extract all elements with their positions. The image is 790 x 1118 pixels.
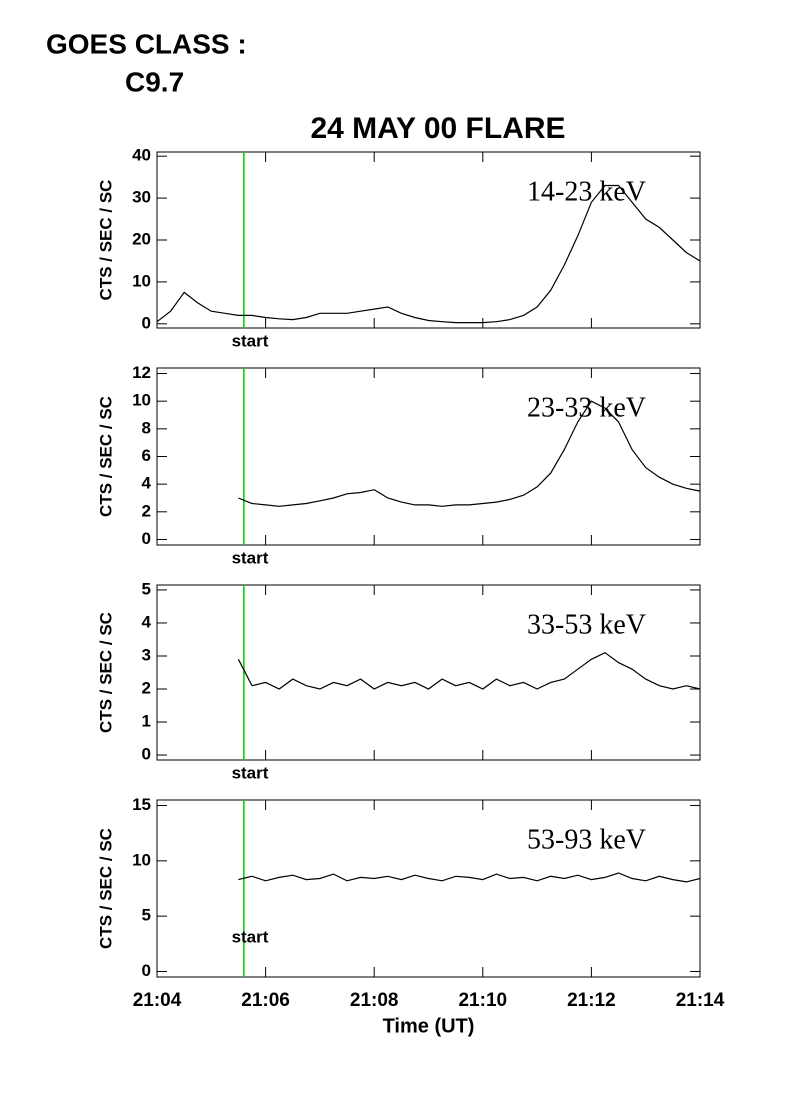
- y-tick-label: 2: [142, 501, 151, 520]
- x-tick-label: 21:12: [567, 990, 616, 1011]
- y-tick-label: 4: [142, 612, 152, 631]
- data-line: [237, 652, 701, 690]
- band-label: 53-93 keV: [527, 824, 646, 855]
- goes-value: C9.7: [125, 66, 184, 97]
- data-line: [156, 184, 701, 324]
- y-axis-label: CTS / SEC / SC: [96, 612, 115, 733]
- x-tick-label: 21:04: [133, 990, 182, 1011]
- y-tick-label: 20: [132, 229, 151, 248]
- y-tick-label: 1: [142, 712, 151, 731]
- x-tick-label: 21:08: [350, 990, 399, 1011]
- band-label: 23-33 keV: [527, 392, 646, 423]
- plot-frame: [156, 799, 701, 978]
- goes-label: GOES CLASS :: [46, 28, 247, 59]
- plot-frame: [156, 584, 701, 761]
- y-tick-label: 8: [142, 418, 151, 437]
- y-tick-label: 10: [132, 850, 151, 869]
- data-line: [238, 400, 701, 507]
- y-tick-label: 2: [142, 678, 151, 697]
- chart-title: 24 MAY 00 FLARE: [310, 112, 565, 145]
- start-label: start: [232, 927, 269, 946]
- band-label: 14-23 keV: [527, 176, 646, 207]
- y-tick-label: 12: [132, 363, 151, 382]
- band-label: 33-53 keV: [527, 609, 646, 640]
- y-tick-label: 5: [142, 579, 151, 598]
- y-axis-label: CTS / SEC / SC: [96, 180, 115, 301]
- x-axis-label: Time (UT): [383, 1015, 475, 1037]
- y-tick-label: 0: [142, 745, 151, 764]
- y-tick-label: 0: [142, 313, 151, 332]
- x-tick-label: 21:10: [458, 990, 507, 1011]
- y-tick-label: 5: [142, 906, 151, 925]
- y-tick-label: 6: [142, 446, 151, 465]
- y-axis-label: CTS / SEC / SC: [96, 396, 115, 517]
- y-tick-label: 10: [132, 271, 151, 290]
- y-tick-label: 40: [132, 146, 151, 165]
- y-tick-label: 15: [132, 795, 151, 814]
- y-tick-label: 10: [132, 391, 151, 410]
- x-tick-label: 21:06: [241, 990, 290, 1011]
- y-tick-label: 30: [132, 188, 151, 207]
- y-tick-label: 3: [142, 645, 151, 664]
- start-label: start: [232, 763, 269, 782]
- data-line: [238, 872, 701, 883]
- y-tick-label: 4: [142, 474, 152, 493]
- x-tick-label: 21:14: [676, 990, 725, 1011]
- y-tick-label: 0: [142, 529, 151, 548]
- y-axis-label: CTS / SEC / SC: [96, 828, 115, 949]
- y-tick-label: 0: [142, 961, 151, 980]
- start-label: start: [232, 548, 269, 567]
- start-label: start: [232, 331, 269, 350]
